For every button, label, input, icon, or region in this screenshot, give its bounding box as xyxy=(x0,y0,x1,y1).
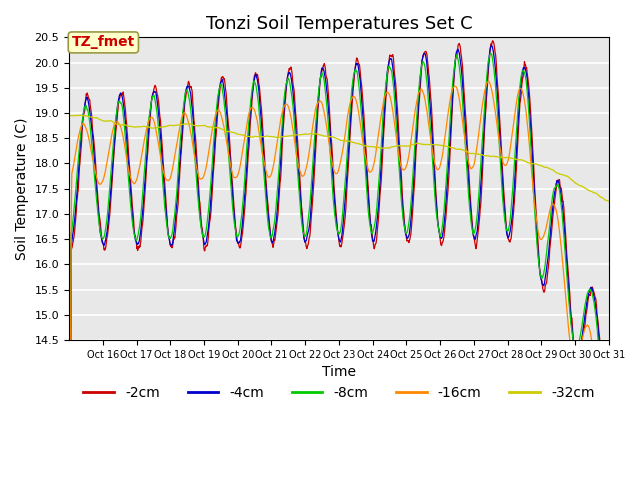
-2cm xyxy=(598,368,606,374)
-2cm xyxy=(314,101,322,107)
-2cm xyxy=(324,95,332,100)
-16cm xyxy=(150,117,157,122)
-32cm xyxy=(545,166,553,171)
X-axis label: Time: Time xyxy=(322,365,356,379)
Title: Tonzi Soil Temperatures Set C: Tonzi Soil Temperatures Set C xyxy=(205,15,472,33)
-8cm xyxy=(466,208,474,214)
-16cm xyxy=(545,209,553,215)
Line: -32cm: -32cm xyxy=(69,115,609,201)
Line: -16cm: -16cm xyxy=(69,81,609,480)
-32cm xyxy=(605,198,612,204)
-16cm xyxy=(484,78,492,84)
-8cm xyxy=(487,51,495,57)
-32cm xyxy=(76,112,83,118)
-8cm xyxy=(324,125,332,131)
-32cm xyxy=(598,195,606,201)
-2cm xyxy=(545,251,553,257)
-8cm xyxy=(314,91,322,97)
-2cm xyxy=(489,38,497,44)
-8cm xyxy=(150,93,157,99)
Text: TZ_fmet: TZ_fmet xyxy=(72,36,135,49)
-16cm xyxy=(324,137,332,143)
-4cm xyxy=(314,95,322,100)
-16cm xyxy=(466,164,474,170)
-16cm xyxy=(598,444,606,450)
-32cm xyxy=(315,132,323,137)
-2cm xyxy=(150,90,157,96)
-4cm xyxy=(150,89,157,95)
-4cm xyxy=(466,198,474,204)
-4cm xyxy=(598,372,606,378)
-4cm xyxy=(545,241,553,247)
Line: -8cm: -8cm xyxy=(69,54,609,480)
-4cm xyxy=(488,42,495,48)
-16cm xyxy=(314,99,322,105)
-8cm xyxy=(545,225,553,230)
-32cm xyxy=(467,151,474,156)
Legend: -2cm, -4cm, -8cm, -16cm, -32cm: -2cm, -4cm, -8cm, -16cm, -32cm xyxy=(78,381,600,406)
-2cm xyxy=(466,190,474,196)
Y-axis label: Soil Temperature (C): Soil Temperature (C) xyxy=(15,118,29,260)
-4cm xyxy=(324,108,332,114)
-32cm xyxy=(325,134,333,140)
Line: -2cm: -2cm xyxy=(69,41,609,480)
-8cm xyxy=(598,380,606,386)
-32cm xyxy=(150,125,157,131)
Line: -4cm: -4cm xyxy=(69,45,609,480)
-32cm xyxy=(65,113,73,119)
